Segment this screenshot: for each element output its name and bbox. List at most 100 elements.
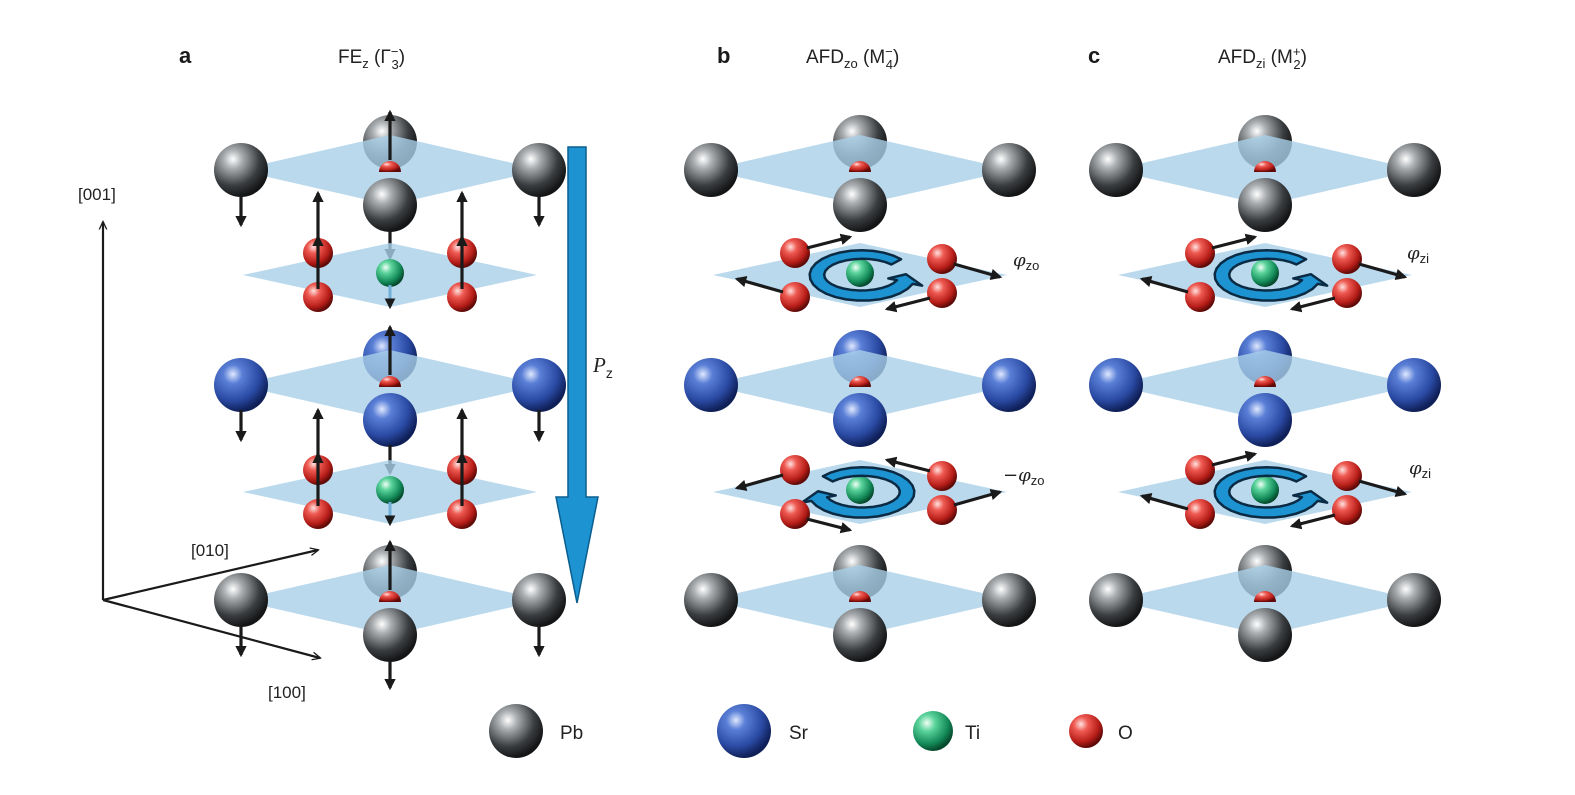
pb-atom xyxy=(512,143,566,197)
sr-atom xyxy=(363,393,417,447)
o-rotation-arrow xyxy=(884,456,931,473)
rotation-arrow xyxy=(1213,249,1329,302)
o-rotation-arrow xyxy=(953,488,1003,507)
pb-atom xyxy=(214,143,268,197)
o-rotation-arrow xyxy=(1211,233,1258,250)
o-atom xyxy=(927,244,957,274)
panel-title-b: AFDzo (M− 4) xyxy=(806,44,899,72)
axis-001-label: [001] xyxy=(78,185,116,204)
ti-atom xyxy=(1251,259,1279,287)
structure-panel-c xyxy=(1089,115,1441,662)
axis-100-arrow xyxy=(102,598,320,658)
rotation-label-b-bottom: −φzo xyxy=(1003,465,1044,488)
o-atom xyxy=(303,282,333,312)
pb-atom xyxy=(1238,608,1292,662)
o-atom xyxy=(447,282,477,312)
panel-letter-c: c xyxy=(1088,43,1100,68)
sr-atom xyxy=(684,358,738,412)
o-rotation-arrow xyxy=(806,517,853,534)
polarization-arrow: Pz xyxy=(555,146,613,604)
o-rotation-arrow xyxy=(1211,450,1258,467)
pb-atom xyxy=(982,143,1036,197)
legend: Pb Sr Ti O xyxy=(489,704,1133,758)
o-atom xyxy=(780,282,810,312)
pb-atom xyxy=(982,573,1036,627)
panel-headers: a FEz (Γ− 3) b AFDzo (M− 4) c AFDzi (M+ 2) xyxy=(179,43,1307,72)
o-atom xyxy=(1332,461,1362,491)
legend-label-sr: Sr xyxy=(789,723,809,744)
o-atom xyxy=(849,161,871,172)
structure-panel-a xyxy=(214,109,566,691)
o-rotation-arrow xyxy=(1139,492,1189,511)
o-atom xyxy=(379,376,401,387)
o-rotation-arrow xyxy=(884,296,931,313)
o-atom xyxy=(447,499,477,529)
o-atom xyxy=(1332,244,1362,274)
o-atom xyxy=(1254,591,1276,602)
axis-010-label: [010] xyxy=(191,541,229,560)
o-atom xyxy=(1254,376,1276,387)
ti-atom xyxy=(1251,476,1279,504)
o-rotation-arrow xyxy=(1289,513,1336,530)
panel-title-c: AFDzi (M+ 2) xyxy=(1218,44,1307,72)
o-atom xyxy=(849,591,871,602)
pb-atom xyxy=(833,608,887,662)
rotation-label-c-top: φzi xyxy=(1407,243,1429,266)
sr-atom xyxy=(214,358,268,412)
o-atom xyxy=(1185,282,1215,312)
o-atom xyxy=(927,278,957,308)
rotation-label-b-top: φzo xyxy=(1013,250,1039,273)
o-atom xyxy=(927,495,957,525)
o-rotation-arrow xyxy=(953,262,1003,281)
structure-panel-b xyxy=(684,115,1036,662)
legend-label-pb: Pb xyxy=(560,723,583,744)
o-atom xyxy=(780,238,810,268)
pb-atom xyxy=(684,573,738,627)
o-rotation-arrow xyxy=(1289,296,1336,313)
o-atom xyxy=(379,161,401,172)
o-atom xyxy=(849,376,871,387)
pb-atom xyxy=(363,608,417,662)
polarization-arrow-shape xyxy=(555,146,599,604)
o-atom xyxy=(1254,161,1276,172)
o-atom xyxy=(303,499,333,529)
o-atom xyxy=(780,499,810,529)
o-atom xyxy=(780,455,810,485)
sr-atom xyxy=(833,393,887,447)
legend-swatch-o xyxy=(1069,714,1103,748)
pb-atom xyxy=(363,178,417,232)
legend-swatch-sr xyxy=(717,704,771,758)
rotation-labels: φzo −φzo φzi φzi xyxy=(1003,243,1431,488)
panel-letter-a: a xyxy=(179,43,192,68)
ti-atom xyxy=(846,476,874,504)
axis-010-arrow xyxy=(102,550,318,602)
pb-atom xyxy=(214,573,268,627)
pb-atom xyxy=(684,143,738,197)
crystal-structures xyxy=(214,109,1441,691)
legend-label-ti: Ti xyxy=(965,723,980,744)
polarization-label: Pz xyxy=(592,353,613,381)
ti-atom xyxy=(376,259,404,287)
crystal-axes: [001] [010] [100] xyxy=(78,185,320,702)
pb-atom xyxy=(1089,573,1143,627)
legend-label-o: O xyxy=(1118,723,1133,744)
legend-swatch-pb xyxy=(489,704,543,758)
pb-atom xyxy=(833,178,887,232)
rotation-arrow xyxy=(800,466,916,519)
panel-letter-b: b xyxy=(717,43,730,68)
pb-atom xyxy=(512,573,566,627)
o-atom xyxy=(1332,278,1362,308)
o-rotation-arrow xyxy=(1358,262,1408,281)
sr-atom xyxy=(1238,393,1292,447)
sr-atom xyxy=(982,358,1036,412)
o-atom xyxy=(1185,499,1215,529)
o-atom xyxy=(927,461,957,491)
o-rotation-arrow xyxy=(1139,275,1189,294)
axis-100-label: [100] xyxy=(268,683,306,702)
rotation-arrow xyxy=(808,249,924,302)
legend-swatch-ti xyxy=(913,711,953,751)
sr-atom xyxy=(1089,358,1143,412)
o-atom xyxy=(379,591,401,602)
panel-title-a: FEz (Γ− 3) xyxy=(338,44,405,72)
